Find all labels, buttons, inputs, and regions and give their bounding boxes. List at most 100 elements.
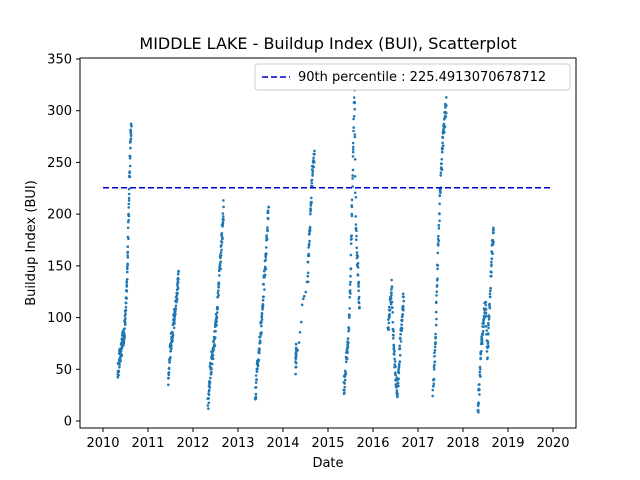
data-point xyxy=(387,328,391,331)
data-point xyxy=(344,360,348,364)
data-point xyxy=(485,329,489,332)
data-point xyxy=(219,256,222,260)
data-point xyxy=(209,372,213,376)
data-point xyxy=(171,336,175,339)
data-point xyxy=(433,349,437,352)
data-point xyxy=(219,260,222,264)
data-point xyxy=(349,267,353,270)
data-point xyxy=(394,365,397,368)
data-point xyxy=(400,329,404,333)
data-point xyxy=(127,187,131,191)
data-point xyxy=(219,251,223,254)
data-point xyxy=(353,135,357,139)
data-point xyxy=(255,378,258,382)
data-point xyxy=(437,227,441,230)
data-point xyxy=(116,375,120,379)
data-point xyxy=(353,100,356,104)
data-point xyxy=(434,323,438,327)
data-point xyxy=(168,358,172,361)
data-point xyxy=(262,283,266,286)
data-point xyxy=(357,283,360,286)
data-point xyxy=(442,127,446,130)
data-point xyxy=(171,339,174,342)
data-point xyxy=(343,391,346,395)
data-point xyxy=(206,404,210,407)
data-point xyxy=(346,351,349,355)
data-point xyxy=(436,237,440,241)
data-point xyxy=(220,248,223,252)
data-point xyxy=(432,382,436,386)
data-point xyxy=(401,313,405,316)
data-point xyxy=(220,241,224,244)
data-point xyxy=(129,134,133,137)
data-point xyxy=(128,175,132,179)
data-point xyxy=(439,171,443,175)
data-point xyxy=(312,156,315,160)
data-point xyxy=(480,339,484,343)
data-point xyxy=(482,322,485,325)
x-tick-label: 2016 xyxy=(356,436,389,451)
data-point xyxy=(348,289,352,292)
data-point xyxy=(128,170,132,174)
data-point xyxy=(168,361,171,364)
data-point xyxy=(212,339,215,342)
data-point xyxy=(120,353,124,357)
data-point xyxy=(391,321,395,324)
data-point xyxy=(217,281,221,285)
data-point xyxy=(351,141,355,145)
y-tick-label: 0 xyxy=(64,415,72,430)
data-point xyxy=(117,373,120,377)
data-point xyxy=(219,267,222,271)
data-point xyxy=(432,385,435,388)
data-point xyxy=(207,388,211,392)
data-point xyxy=(440,162,443,166)
data-point xyxy=(265,252,268,255)
data-point xyxy=(441,150,444,154)
x-axis-ticks: 2010 2011 2012 2013 2014 2015 2016 2017 2018 2019… xyxy=(86,428,570,451)
data-point xyxy=(356,266,360,269)
data-point xyxy=(437,243,440,247)
y-tick-label: 150 xyxy=(47,259,72,274)
data-point xyxy=(306,274,310,278)
data-point xyxy=(398,347,402,350)
data-point xyxy=(433,354,436,358)
data-point xyxy=(444,115,448,119)
data-point xyxy=(126,250,130,254)
data-point xyxy=(347,328,351,331)
data-point xyxy=(399,336,402,340)
data-point xyxy=(387,318,390,321)
data-point xyxy=(128,154,132,158)
data-point xyxy=(434,310,438,314)
data-point xyxy=(262,295,265,299)
data-point xyxy=(123,321,127,324)
data-point xyxy=(255,370,259,373)
data-point xyxy=(177,269,180,273)
data-point xyxy=(210,367,213,371)
data-point xyxy=(266,209,270,212)
data-point xyxy=(481,333,485,336)
data-point xyxy=(295,365,298,369)
data-point xyxy=(483,317,486,320)
data-point xyxy=(297,341,301,344)
x-tick-label: 2010 xyxy=(86,436,119,451)
data-point xyxy=(311,185,314,188)
data-point xyxy=(218,264,222,268)
data-point xyxy=(476,408,480,412)
data-point xyxy=(124,317,127,320)
data-point xyxy=(123,333,126,337)
data-point xyxy=(119,359,122,363)
data-point xyxy=(491,252,494,256)
data-point xyxy=(393,357,396,361)
data-point xyxy=(309,204,313,207)
data-point xyxy=(302,297,305,301)
data-point xyxy=(442,122,446,126)
data-point xyxy=(480,350,483,353)
x-axis-label: Date xyxy=(312,456,343,471)
data-point xyxy=(125,266,129,269)
data-point xyxy=(356,274,360,277)
data-point xyxy=(401,306,405,309)
data-point xyxy=(258,348,261,351)
data-point xyxy=(349,292,352,295)
data-point xyxy=(215,324,218,327)
